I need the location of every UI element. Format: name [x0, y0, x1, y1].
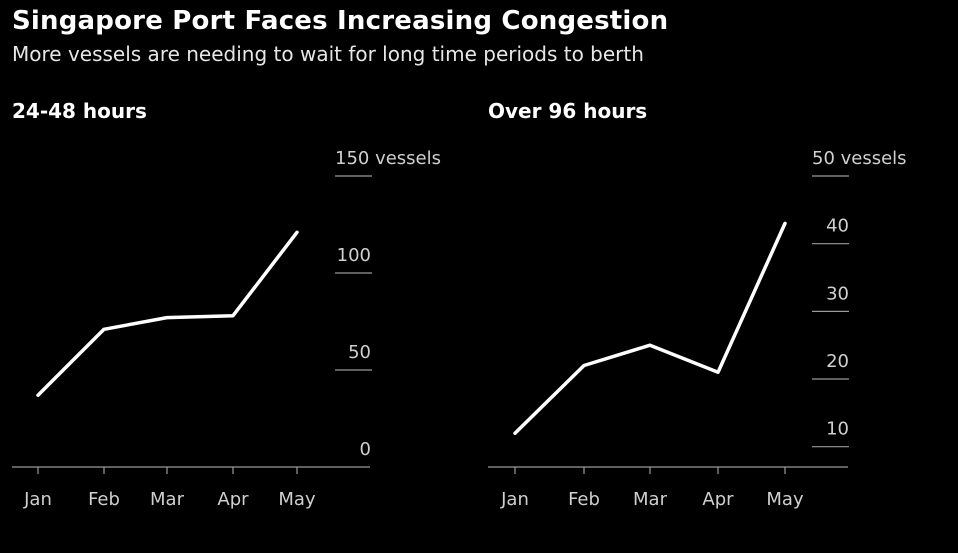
x-tick-label: Jan — [500, 489, 529, 510]
panel-title: Over 96 hours — [488, 99, 647, 123]
y-tick-label: 20 — [826, 351, 849, 372]
x-tick-label: Apr — [702, 489, 734, 510]
y-tick-label: 30 — [826, 283, 849, 304]
chart-subtitle: More vessels are needing to wait for lon… — [12, 42, 644, 66]
x-tick-label: May — [766, 489, 804, 510]
y-tick-label: 100 — [337, 245, 371, 266]
series-line — [36, 230, 299, 397]
y-tick-label: 10 — [826, 419, 849, 440]
x-tick-label: Mar — [150, 489, 185, 510]
x-tick-label: Feb — [568, 489, 600, 510]
x-tick-label: Apr — [217, 489, 249, 510]
y-tick-label: 40 — [826, 216, 849, 237]
x-tick-label: May — [278, 489, 316, 510]
y-tick-label: 0 — [360, 439, 371, 460]
y-tick-label: 50 vessels — [812, 148, 907, 169]
x-tick-label: Feb — [88, 489, 120, 510]
y-tick-label: 50 — [348, 342, 371, 363]
y-tick-label: 150 vessels — [335, 148, 441, 169]
x-tick-label: Mar — [633, 489, 668, 510]
x-tick-label: Jan — [23, 489, 52, 510]
chart-title: Singapore Port Faces Increasing Congesti… — [12, 6, 669, 36]
series-line — [513, 221, 787, 435]
panel-title: 24-48 hours — [12, 99, 147, 123]
